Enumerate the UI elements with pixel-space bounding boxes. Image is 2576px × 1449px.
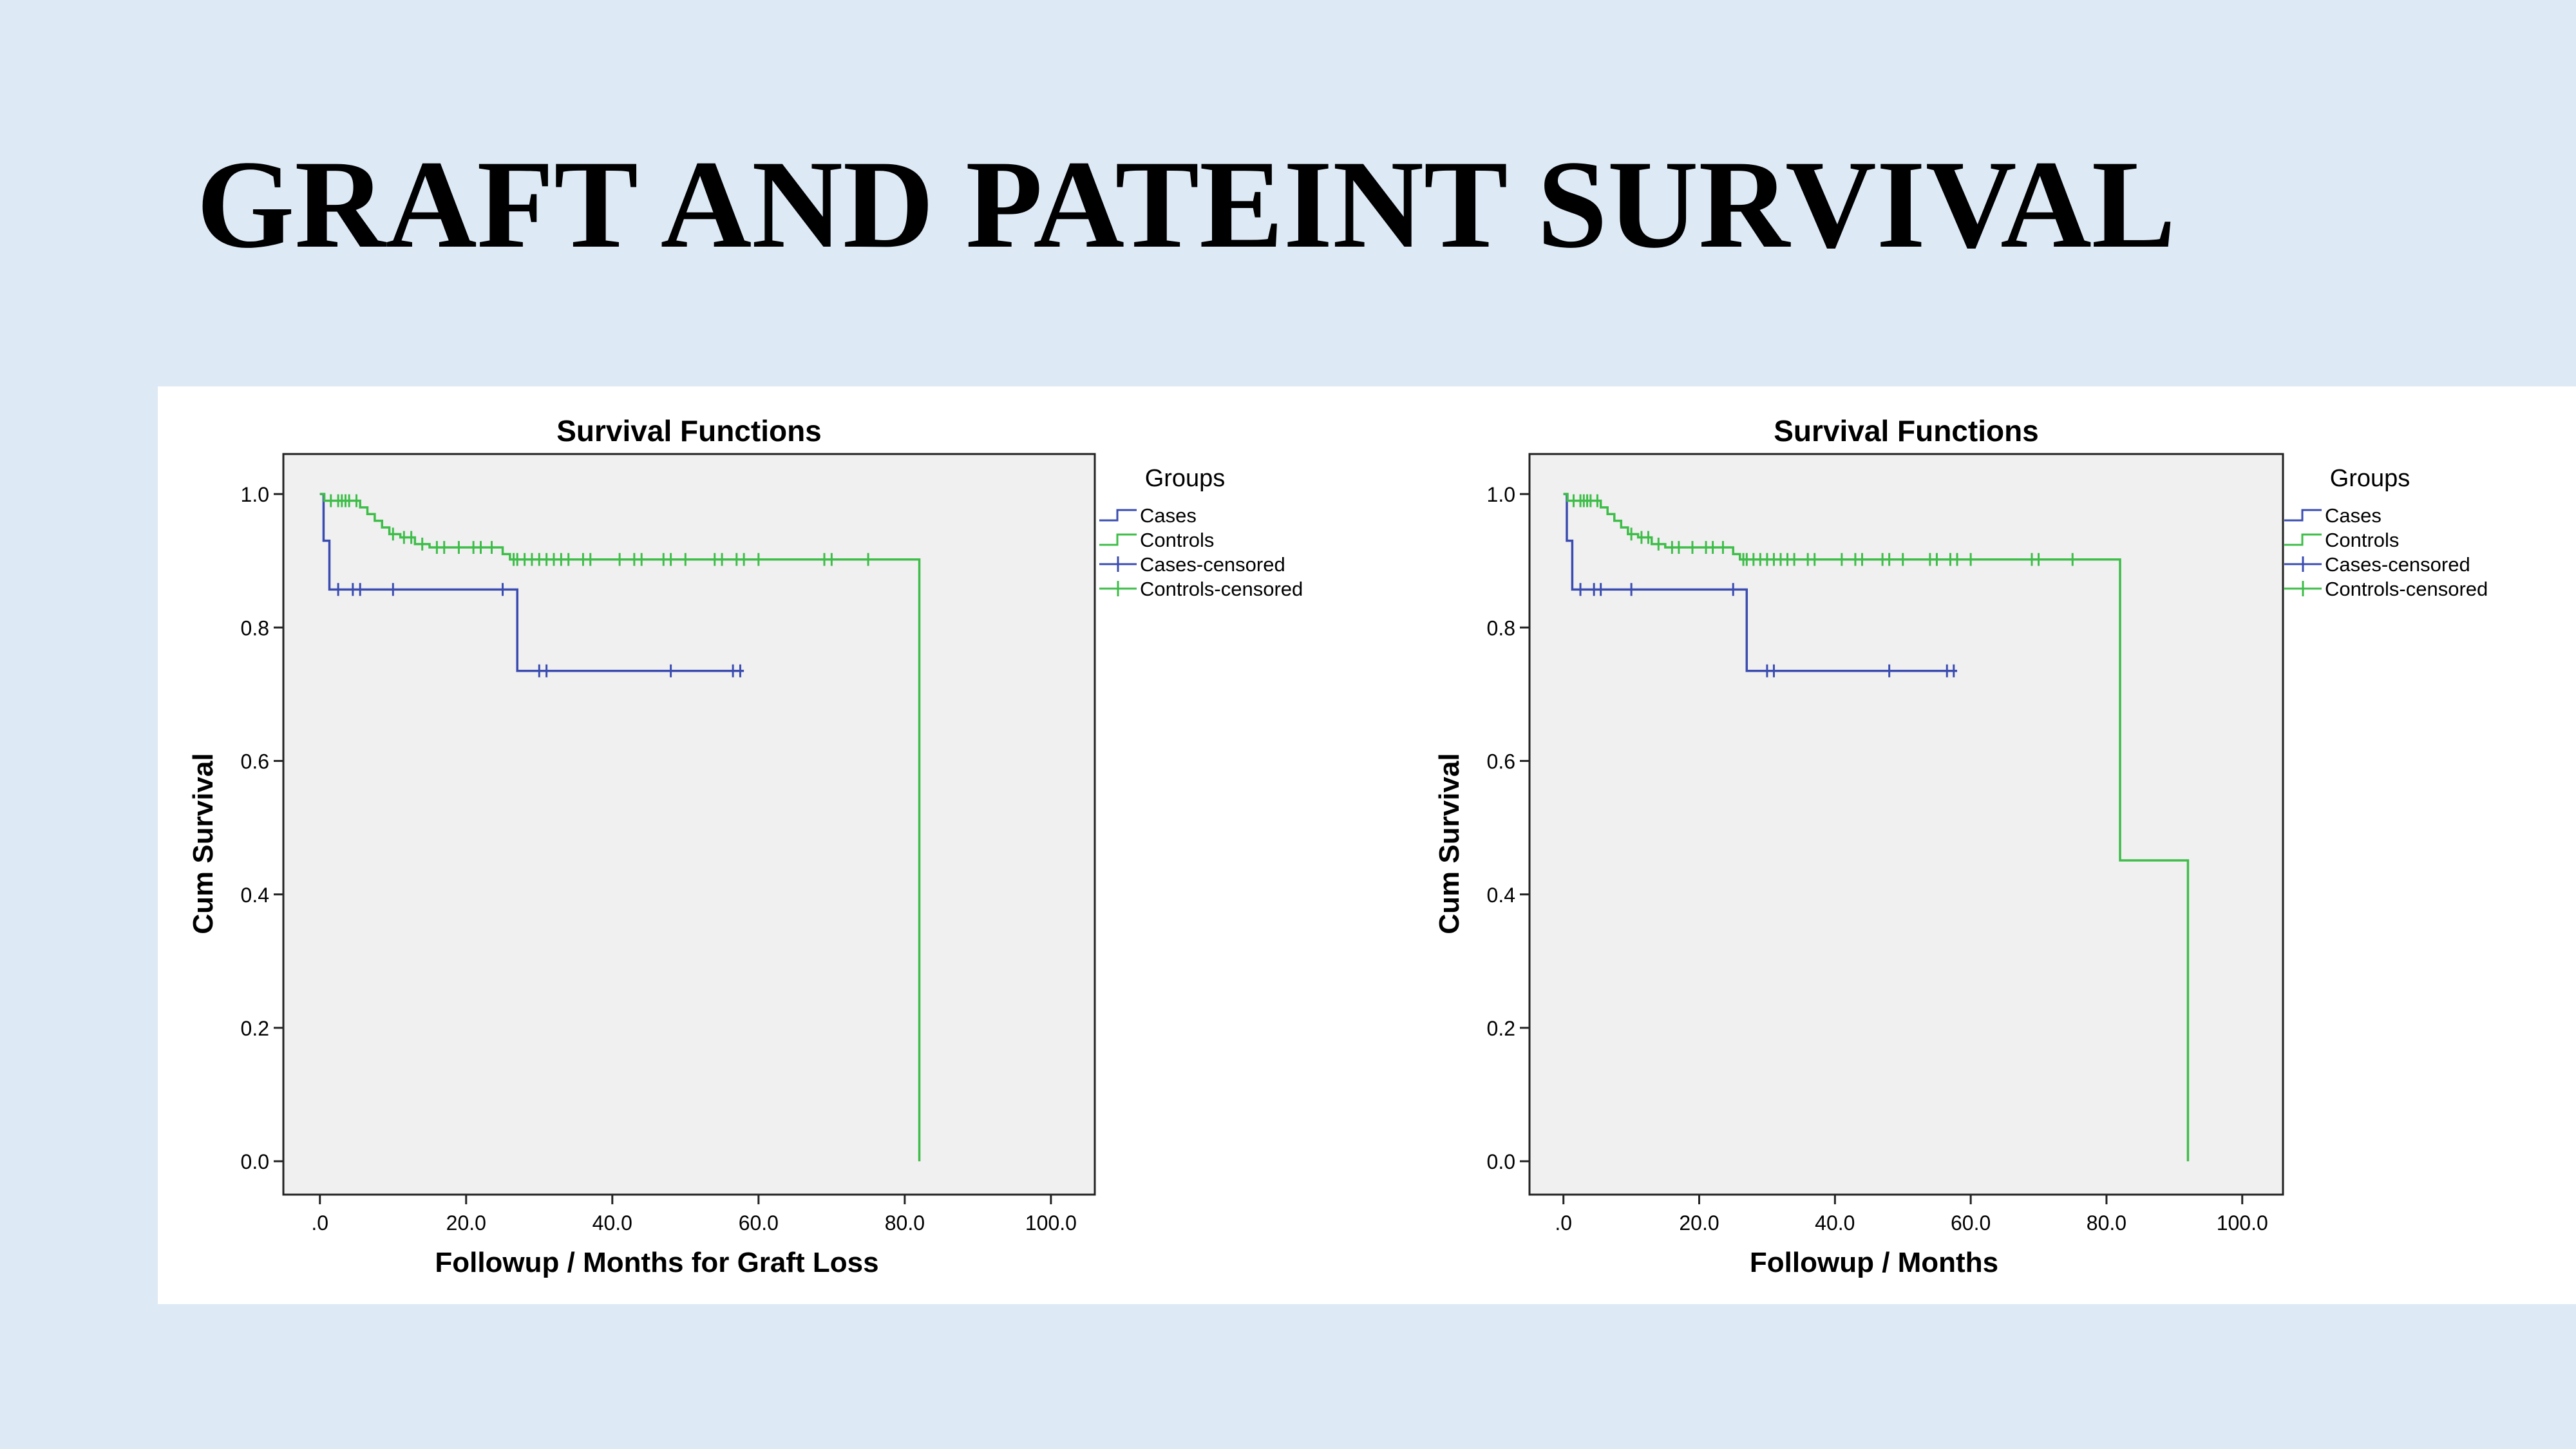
y-tick-label: 0.4 bbox=[1487, 884, 1515, 907]
y-tick-label: 0.2 bbox=[1487, 1017, 1515, 1040]
legend-label: Cases bbox=[1140, 504, 1197, 527]
x-tick-label: 20.0 bbox=[446, 1211, 486, 1235]
x-tick-label: .0 bbox=[311, 1211, 328, 1235]
slide-title: GRAFT AND PATEINT SURVIVAL bbox=[196, 135, 2176, 274]
y-axis-label: Cum Survival bbox=[187, 753, 219, 934]
chart-title: Survival Functions bbox=[556, 414, 822, 448]
chart-title: Survival Functions bbox=[1774, 414, 2039, 448]
legend-label: Controls bbox=[2325, 529, 2399, 551]
legend-swatch bbox=[2284, 509, 2322, 522]
y-tick-label: 1.0 bbox=[241, 483, 269, 506]
survival-chart-1: Survival Functions 0.0 0.2 0.4 0.6 0.8 1.0 .0 20… bbox=[187, 414, 1303, 1278]
plot-area bbox=[282, 453, 1096, 1196]
plot-area bbox=[1528, 453, 2284, 1196]
legend-label: Controls-censored bbox=[2325, 578, 2488, 600]
legend-label: Cases-censored bbox=[1140, 553, 1285, 576]
y-tick-label: 0.0 bbox=[1487, 1150, 1515, 1173]
x-tick-label: 80.0 bbox=[885, 1211, 925, 1235]
x-tick-label: 60.0 bbox=[1951, 1211, 1991, 1235]
y-tick-label: 0.4 bbox=[241, 884, 269, 907]
x-tick-label: 60.0 bbox=[739, 1211, 779, 1235]
x-tick-label: 80.0 bbox=[2087, 1211, 2126, 1235]
y-tick-label: 0.6 bbox=[241, 750, 269, 773]
legend-swatch bbox=[1099, 509, 1137, 522]
survival-chart-2: Survival Functions 0.0 0.2 0.4 0.6 0.8 1.0 .0 20… bbox=[1434, 414, 2488, 1278]
legend-label: Controls bbox=[1140, 529, 1214, 551]
y-tick-label: 0.6 bbox=[1487, 750, 1515, 773]
legend-label: Cases bbox=[2325, 504, 2382, 527]
legend-label: Cases-censored bbox=[2325, 553, 2470, 576]
x-axis-label: Followup / Months bbox=[1750, 1247, 1998, 1278]
y-tick-label: 0.2 bbox=[241, 1017, 269, 1040]
legend-label: Controls-censored bbox=[1140, 578, 1303, 600]
y-tick-label: 1.0 bbox=[1487, 483, 1515, 506]
x-tick-label: 100.0 bbox=[1025, 1211, 1077, 1235]
y-tick-label: 0.8 bbox=[241, 616, 269, 639]
y-axis-label: Cum Survival bbox=[1434, 753, 1465, 934]
charts-canvas: Survival Functions 0.0 0.2 0.4 0.6 0.8 1.0 .0 20… bbox=[187, 414, 2488, 1278]
x-tick-label: 40.0 bbox=[1815, 1211, 1855, 1235]
x-tick-label: 100.0 bbox=[2217, 1211, 2268, 1235]
x-tick-label: 40.0 bbox=[592, 1211, 632, 1235]
y-tick-label: 0.8 bbox=[1487, 616, 1515, 639]
x-tick-label: 20.0 bbox=[1679, 1211, 1719, 1235]
controls-survival-line bbox=[1563, 493, 2190, 1162]
x-axis-label: Followup / Months for Graft Loss bbox=[435, 1247, 878, 1278]
legend-title: Groups bbox=[1145, 465, 1226, 492]
legend-title: Groups bbox=[2330, 465, 2410, 492]
x-tick-label: .0 bbox=[1555, 1211, 1572, 1235]
charts-panel: Survival Functions 0.0 0.2 0.4 0.6 0.8 1.0 .0 20… bbox=[158, 386, 2576, 1304]
legend-swatch bbox=[2284, 533, 2322, 546]
controls-survival-line bbox=[319, 493, 921, 1162]
y-tick-label: 0.0 bbox=[241, 1150, 269, 1173]
legend-swatch bbox=[1099, 533, 1137, 546]
